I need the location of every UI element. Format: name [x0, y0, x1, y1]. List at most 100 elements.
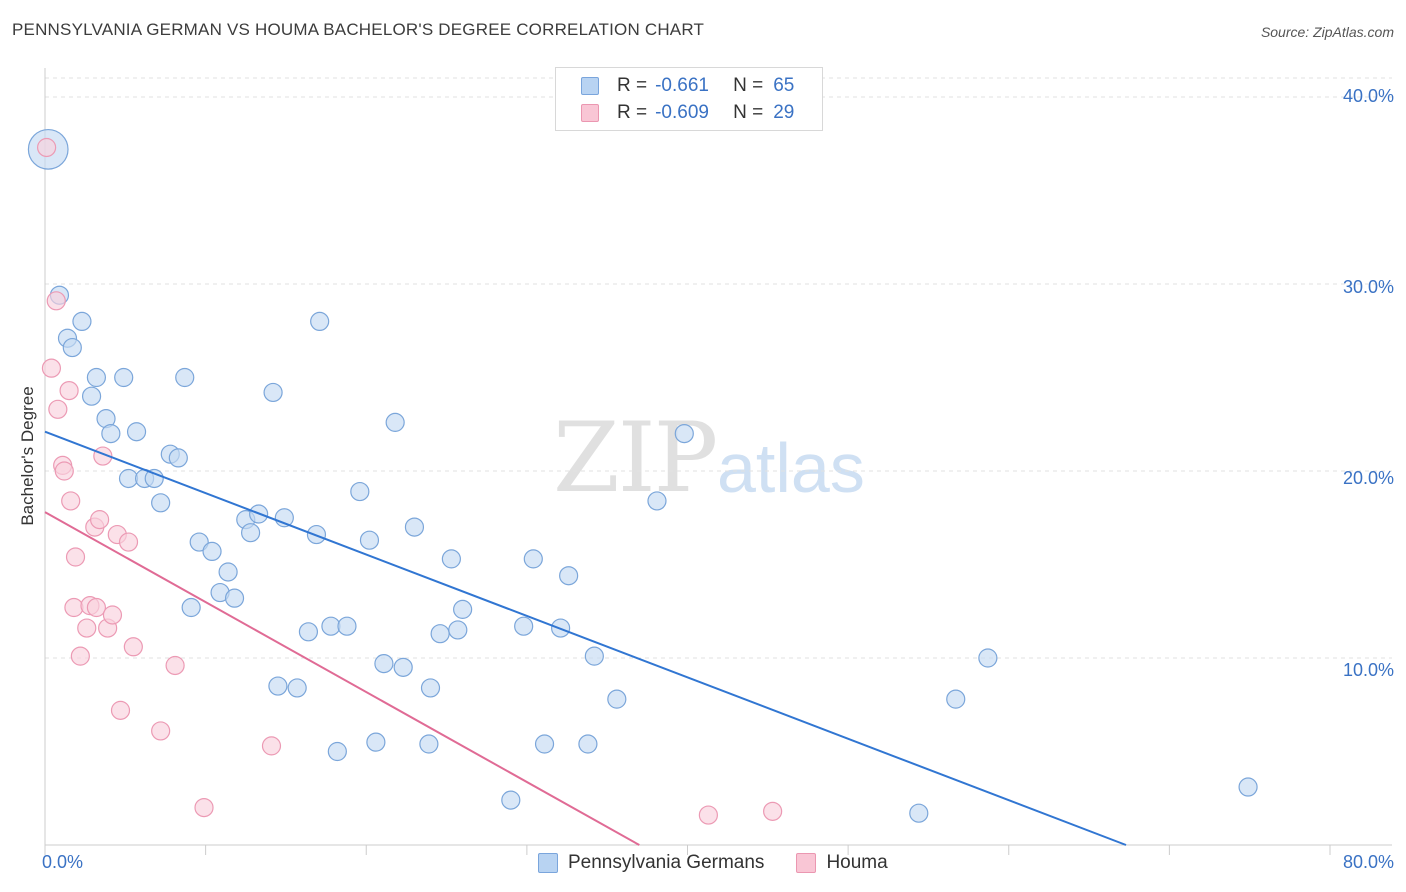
legend-n-value: 29	[773, 102, 795, 123]
series-label-pennsylvania-germans: Pennsylvania Germans	[568, 852, 765, 873]
point-pennsylvania-germans-60	[674, 424, 694, 444]
point-pennsylvania-germans-23	[224, 588, 245, 608]
point-pennsylvania-germans-64	[1238, 777, 1258, 797]
point-pennsylvania-germans-57	[584, 646, 604, 666]
point-pennsylvania-germans-50	[501, 790, 521, 810]
point-pennsylvania-germans-5	[81, 386, 102, 406]
legend-r-label: R =	[617, 75, 648, 96]
point-houma-26	[261, 736, 282, 756]
point-pennsylvania-germans-9	[114, 367, 134, 388]
trendline-pennsylvania-germans	[44, 430, 1127, 846]
point-pennsylvania-germans-38	[359, 530, 380, 550]
point-pennsylvania-germans-17	[175, 367, 195, 388]
series-label-houma: Houma	[826, 852, 888, 873]
point-houma-2	[46, 291, 66, 311]
point-pennsylvania-germans-39	[366, 732, 386, 752]
y-tick-label-10: 10.0%	[1342, 660, 1394, 680]
point-pennsylvania-germans-63	[978, 648, 998, 668]
point-pennsylvania-germans-44	[419, 734, 439, 754]
y-axis-label: Bachelor's Degree	[18, 386, 37, 526]
point-pennsylvania-germans-4	[72, 311, 92, 331]
point-pennsylvania-germans-25	[241, 523, 261, 543]
trendline-houma	[44, 511, 640, 846]
point-pennsylvania-germans-62	[946, 689, 966, 709]
point-pennsylvania-germans-45	[420, 678, 441, 698]
series-swatch-pink	[796, 853, 817, 873]
point-pennsylvania-germans-13	[144, 468, 164, 489]
point-houma-1	[41, 358, 62, 378]
point-pennsylvania-germans-20	[202, 541, 222, 562]
y-tick-label-30: 30.0%	[1342, 277, 1394, 297]
point-houma-7	[61, 491, 81, 511]
point-pennsylvania-germans-8	[101, 424, 121, 444]
x-tick-label-max: 80.0%	[1342, 852, 1394, 872]
legend-r-label: R =	[617, 102, 648, 123]
series-swatch-blue	[538, 853, 558, 873]
point-pennsylvania-germans-16	[168, 448, 188, 468]
point-houma-18	[102, 605, 123, 625]
legend-swatch-blue	[581, 77, 599, 95]
point-pennsylvania-germans-6	[86, 367, 107, 388]
point-houma-24	[165, 655, 185, 676]
point-pennsylvania-germans-40	[374, 654, 394, 674]
point-pennsylvania-germans-43	[404, 517, 425, 537]
point-pennsylvania-germans-34	[321, 616, 341, 636]
point-pennsylvania-germans-31	[298, 622, 319, 642]
x-tick-label-min: 0.0%	[42, 852, 84, 872]
point-houma-15	[90, 510, 110, 530]
point-pennsylvania-germans-49	[453, 599, 473, 619]
legend-swatch-pink	[581, 104, 599, 122]
point-pennsylvania-germans-35	[327, 741, 347, 762]
point-pennsylvania-germans-37	[350, 481, 370, 502]
point-pennsylvania-germans-59	[647, 491, 667, 511]
legend-n-label: N =	[733, 75, 764, 96]
point-pennsylvania-germans-61	[909, 803, 929, 823]
legend-n-value: 65	[773, 75, 795, 96]
y-tick-label-20: 20.0%	[1342, 468, 1394, 488]
point-pennsylvania-germans-56	[578, 734, 598, 754]
correlation-legend: R = -0.661 N = 65 R = -0.609 N = 29	[555, 67, 823, 131]
legend-r-value: -0.609	[655, 102, 709, 123]
point-pennsylvania-germans-27	[263, 382, 283, 403]
point-pennsylvania-germans-36	[337, 616, 357, 636]
point-pennsylvania-germans-28	[268, 676, 288, 696]
point-houma-10	[70, 646, 90, 666]
point-houma-6	[59, 380, 79, 401]
point-pennsylvania-germans-22	[218, 562, 238, 582]
point-pennsylvania-germans-14	[151, 493, 171, 513]
point-houma-8	[64, 597, 84, 618]
point-pennsylvania-germans-47	[441, 549, 461, 569]
watermark-zip: ZIP	[553, 402, 718, 514]
watermark-atlas: atlas	[717, 429, 865, 507]
point-pennsylvania-germans-55	[559, 566, 579, 586]
source-label: Source: ZipAtlas.com	[1260, 24, 1394, 40]
point-houma-28	[763, 801, 783, 821]
legend-n-label: N =	[733, 102, 764, 123]
point-houma-3	[48, 399, 68, 419]
legend-row-houma: R = -0.609 N = 29	[556, 100, 794, 126]
point-houma-21	[118, 532, 139, 552]
point-houma-11	[77, 618, 97, 638]
series-legend: Pennsylvania Germans Houma	[538, 852, 888, 874]
point-houma-22	[123, 637, 143, 657]
point-houma-27	[698, 805, 718, 825]
point-houma-23	[151, 721, 171, 741]
chart-title: PENNSYLVANIA GERMAN VS HOUMA BACHELOR'S …	[12, 20, 705, 39]
point-houma-0	[37, 137, 57, 158]
point-pennsylvania-germans-48	[448, 620, 468, 640]
point-pennsylvania-germans-52	[523, 549, 543, 569]
point-pennsylvania-germans-11	[126, 422, 147, 442]
point-pennsylvania-germans-10	[118, 468, 139, 489]
point-pennsylvania-germans-18	[181, 597, 201, 618]
point-pennsylvania-germans-3	[62, 337, 82, 358]
point-pennsylvania-germans-41	[385, 412, 405, 432]
legend-r-value: -0.661	[655, 75, 709, 96]
y-tick-label-40: 40.0%	[1342, 86, 1394, 106]
point-houma-9	[65, 547, 86, 567]
point-pennsylvania-germans-42	[393, 657, 413, 677]
point-pennsylvania-germans-33	[310, 311, 330, 331]
point-pennsylvania-germans-58	[607, 689, 627, 709]
point-houma-20	[110, 700, 131, 720]
point-pennsylvania-germans-30	[287, 678, 307, 698]
